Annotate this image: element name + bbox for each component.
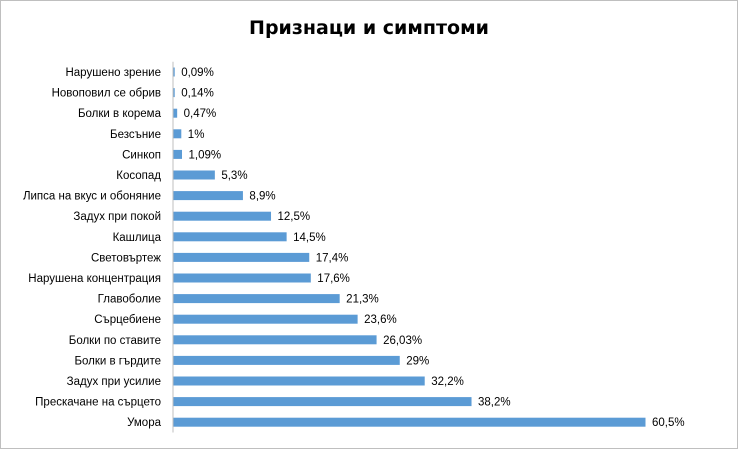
bar	[173, 376, 425, 386]
category-label: Нарушена концентрация	[28, 273, 161, 285]
bar	[173, 67, 175, 77]
bar	[173, 294, 340, 304]
value-label: 23,6%	[364, 314, 397, 326]
value-label: 14,5%	[293, 232, 326, 244]
category-label: Сърцебиене	[94, 314, 161, 326]
bar	[173, 335, 377, 345]
category-label: Задух при покой	[73, 211, 161, 223]
bar	[173, 129, 182, 139]
bar	[173, 170, 215, 180]
category-label: Прескачане на сърцето	[35, 397, 161, 409]
bar	[173, 211, 272, 221]
value-label: 0,09%	[181, 67, 214, 79]
category-label: Умора	[127, 417, 161, 429]
value-label: 12,5%	[278, 211, 311, 223]
category-label: Болки по ставите	[69, 335, 161, 347]
category-label: Кашлица	[113, 232, 162, 244]
value-label: 0,47%	[184, 108, 217, 120]
category-label: Главоболие	[98, 294, 161, 306]
value-label: 5,3%	[221, 170, 247, 182]
value-label: 38,2%	[478, 397, 511, 409]
bar	[173, 191, 243, 201]
value-label: 1,09%	[189, 149, 222, 161]
category-label: Нарушено зрение	[65, 67, 161, 79]
chart-title: Признаци и симптоми	[249, 17, 489, 39]
value-label: 1%	[188, 129, 205, 141]
value-label: 21,3%	[346, 294, 379, 306]
value-label: 0,14%	[181, 88, 214, 100]
bar	[173, 149, 183, 159]
bar	[173, 314, 358, 324]
category-label: Липса на вкус и обоняние	[23, 191, 161, 203]
category-label: Болки в корема	[78, 108, 162, 120]
category-label: Новоповил се обрив	[52, 88, 161, 100]
value-label: 29%	[406, 355, 429, 367]
bar	[173, 273, 311, 283]
value-label: 17,4%	[316, 252, 349, 264]
category-label: Световъртеж	[91, 252, 161, 264]
category-label: Безсъние	[110, 129, 161, 141]
category-label: Болки в гърдите	[74, 355, 161, 367]
bar	[173, 88, 175, 98]
value-label: 26,03%	[383, 335, 422, 347]
bar	[173, 108, 178, 118]
category-label: Синкоп	[122, 149, 161, 161]
bar	[173, 417, 646, 427]
bar	[173, 232, 287, 242]
category-label: Задух при усилие	[67, 376, 161, 388]
value-label: 17,6%	[317, 273, 350, 285]
bar	[173, 397, 472, 407]
value-label: 8,9%	[249, 191, 275, 203]
value-label: 32,2%	[431, 376, 464, 388]
value-label: 60,5%	[652, 417, 685, 429]
category-label: Косопад	[116, 170, 161, 182]
bar	[173, 355, 400, 365]
bar	[173, 252, 310, 262]
